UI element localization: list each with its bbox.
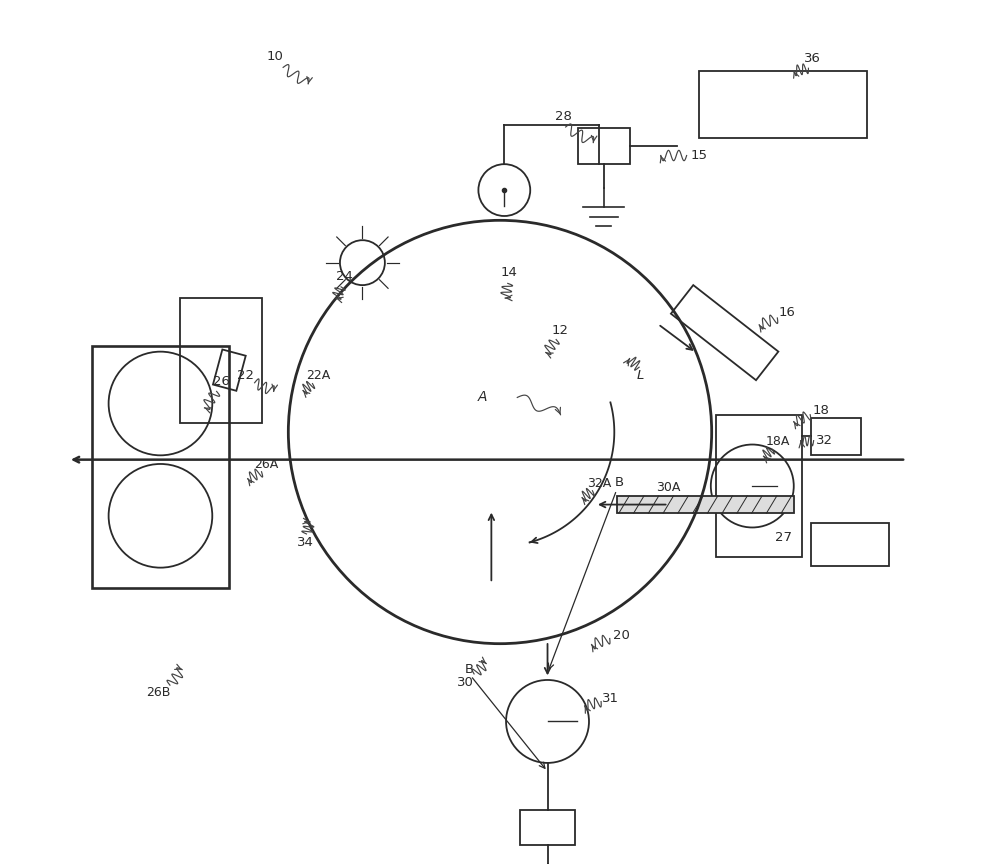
Text: 18: 18	[813, 403, 830, 417]
Text: 32A: 32A	[587, 477, 611, 491]
Text: 27: 27	[775, 530, 792, 544]
Text: 22A: 22A	[306, 369, 331, 383]
Bar	[716, 415, 802, 557]
Text: 12: 12	[552, 323, 569, 337]
Text: 24: 24	[336, 270, 353, 283]
Bar	[520, 810, 575, 845]
Text: 32: 32	[816, 434, 833, 448]
Text: 16: 16	[778, 306, 795, 320]
Bar	[180, 298, 262, 423]
Text: 31: 31	[602, 691, 619, 705]
Text: B: B	[465, 663, 474, 677]
Bar	[617, 496, 794, 513]
Bar	[92, 346, 229, 588]
Bar	[699, 71, 867, 138]
Text: 18A: 18A	[766, 435, 790, 448]
Text: 26: 26	[213, 375, 230, 389]
Text: 36: 36	[804, 52, 821, 66]
Text: 26A: 26A	[255, 458, 279, 472]
Text: 34: 34	[297, 536, 314, 550]
Text: B: B	[615, 475, 624, 489]
Text: 30: 30	[457, 676, 474, 689]
Text: 26B: 26B	[147, 686, 171, 700]
Text: A: A	[478, 391, 487, 404]
Text: L: L	[636, 369, 644, 383]
Text: 20: 20	[613, 628, 629, 642]
Text: 15: 15	[690, 149, 707, 162]
Bar	[811, 418, 861, 454]
Text: 30A: 30A	[656, 480, 681, 494]
Bar	[578, 128, 630, 164]
Text: 28: 28	[555, 110, 572, 124]
Text: 22: 22	[237, 369, 254, 383]
Text: 14: 14	[500, 265, 517, 279]
Text: 10: 10	[267, 49, 284, 63]
Bar	[811, 523, 889, 566]
